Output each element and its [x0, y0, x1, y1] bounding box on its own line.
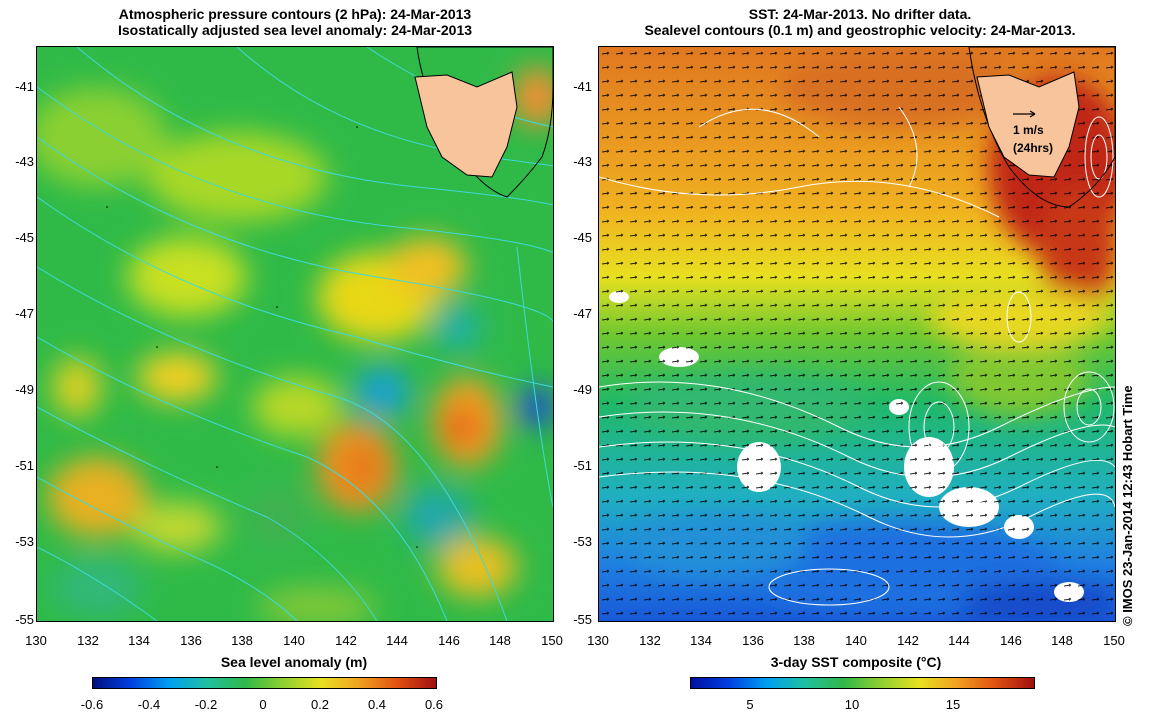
left-cbar-tick: 0.4	[367, 697, 387, 712]
right-xtick: 136	[742, 633, 764, 648]
sea-level-colorbar	[92, 677, 437, 689]
left-ytick: -53	[15, 534, 34, 549]
right-ytick: -51	[573, 458, 592, 473]
velocity-key-speed: 1 m/s	[1013, 123, 1044, 137]
right-xtick: 148	[1051, 633, 1073, 648]
left-ytick: -49	[15, 382, 34, 397]
left-xtick: 140	[283, 633, 305, 648]
left-colorbar-label: Sea level anomaly (m)	[220, 654, 368, 670]
velocity-key-duration: (24hrs)	[1013, 141, 1054, 155]
right-cbar-tick: 5	[746, 697, 754, 712]
right-xtick: 146	[1000, 633, 1022, 648]
right-ytick: -47	[573, 306, 592, 321]
left-title-line1: Atmospheric pressure contours (2 hPa): 2…	[118, 6, 472, 22]
right-ytick: -41	[573, 79, 592, 94]
sea-level-anomaly-map[interactable]	[36, 46, 554, 622]
right-title-line2: Sealevel contours (0.1 m) and geostrophi…	[644, 22, 1076, 38]
right-cbar-tick: 10	[844, 697, 860, 712]
left-xtick: 130	[25, 633, 47, 648]
right-ytick: -49	[573, 382, 592, 397]
right-colorbar-label: 3-day SST composite (°C)	[770, 654, 942, 670]
left-xtick: 136	[180, 633, 202, 648]
right-title: SST: 24-Mar-2013. No drifter data. Seale…	[590, 6, 1130, 38]
sst-colorbar	[690, 677, 1035, 689]
left-ytick: -45	[15, 230, 34, 245]
right-xtick: 140	[845, 633, 867, 648]
left-ytick: -55	[15, 612, 34, 627]
left-cbar-tick: -0.6	[80, 697, 104, 712]
left-title: Atmospheric pressure contours (2 hPa): 2…	[35, 6, 555, 38]
right-xtick: 130	[587, 633, 609, 648]
right-title-line1: SST: 24-Mar-2013. No drifter data.	[748, 6, 972, 22]
left-cbar-tick: 0.2	[310, 697, 330, 712]
left-xtick: 148	[489, 633, 511, 648]
left-xtick: 144	[386, 633, 408, 648]
left-xtick: 132	[77, 633, 99, 648]
right-xtick: 132	[639, 633, 661, 648]
velocity-key: 1 m/s (24hrs)	[1013, 121, 1053, 157]
right-cbar-tick: 15	[945, 697, 961, 712]
left-title-line2: Isostatically adjusted sea level anomaly…	[117, 22, 473, 38]
right-xtick: 134	[690, 633, 712, 648]
left-ytick: -43	[15, 154, 34, 169]
right-xtick: 150	[1103, 633, 1125, 648]
right-xtick: 144	[948, 633, 970, 648]
right-ytick: -43	[573, 154, 592, 169]
left-cbar-tick: 0.6	[424, 697, 444, 712]
left-cbar-tick: -0.4	[137, 697, 161, 712]
right-ytick: -55	[573, 612, 592, 627]
left-xtick: 146	[438, 633, 460, 648]
left-cbar-tick: -0.2	[194, 697, 218, 712]
left-xtick: 138	[231, 633, 253, 648]
left-cbar-tick: 0	[259, 697, 267, 712]
right-ytick: -45	[573, 230, 592, 245]
imos-credit: © IMOS 23-Jan-2014 12:43 Hobart Time	[1120, 385, 1135, 626]
right-xtick: 142	[897, 633, 919, 648]
left-xtick: 142	[335, 633, 357, 648]
left-xtick: 134	[128, 633, 150, 648]
sst-map[interactable]: 1 m/s (24hrs)	[598, 46, 1116, 622]
right-xtick: 138	[793, 633, 815, 648]
left-xtick: 150	[541, 633, 563, 648]
left-ytick: -51	[15, 458, 34, 473]
right-ytick: -53	[573, 534, 592, 549]
left-ytick: -41	[15, 79, 34, 94]
left-ytick: -47	[15, 306, 34, 321]
